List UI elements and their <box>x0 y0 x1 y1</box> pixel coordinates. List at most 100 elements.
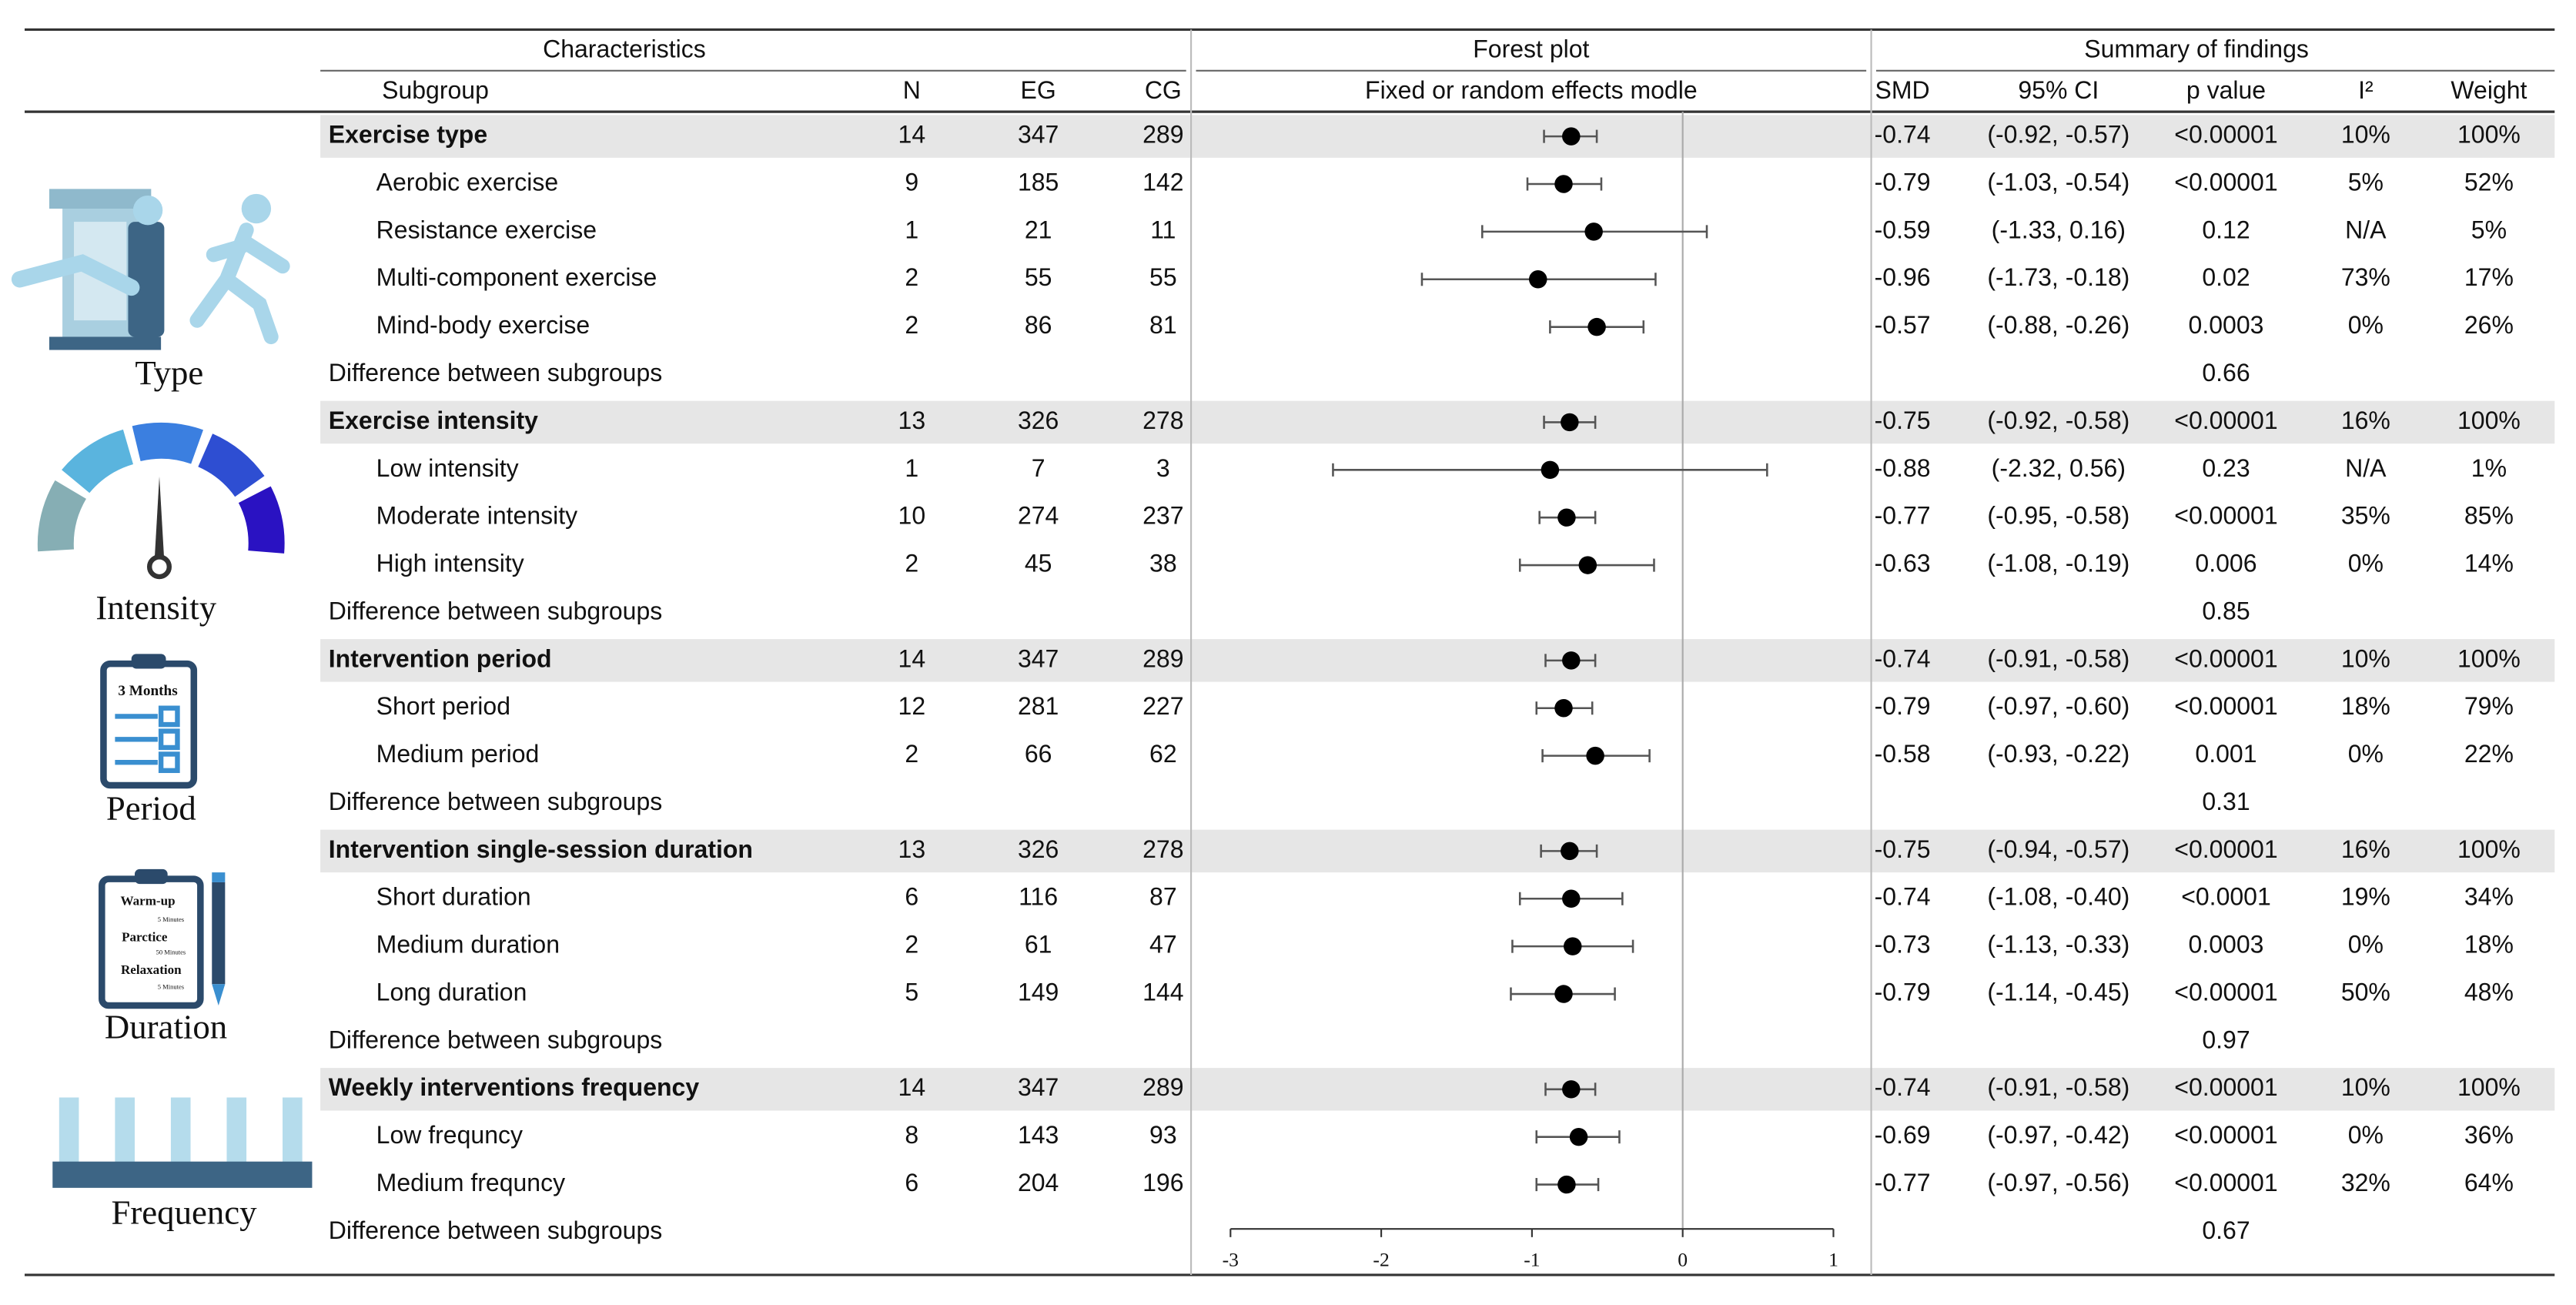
column-header: N <box>903 76 921 104</box>
cell-ci-label: (-0.94, -0.57) <box>1987 835 2129 863</box>
cell-eg: 116 <box>1019 883 1058 911</box>
cell-p: 0.97 <box>2202 1026 2250 1053</box>
cell-p: <0.00001 <box>2174 1169 2277 1196</box>
cell-cg: 278 <box>1142 835 1183 863</box>
cell-smd: -0.75 <box>1875 407 1931 434</box>
cell-smd: -0.74 <box>1875 883 1931 911</box>
cell-i2: 0% <box>2348 311 2384 339</box>
cell-i2: 10% <box>2341 644 2390 672</box>
subgroup-label: Mind-body exercise <box>376 311 590 339</box>
cell-weight: 14% <box>2464 550 2514 577</box>
icon-label: Frequency <box>111 1193 257 1231</box>
cell-smd: -0.74 <box>1875 644 1931 672</box>
x-tick-label: -2 <box>1373 1249 1389 1271</box>
cell-weight: 34% <box>2464 883 2514 911</box>
cell-p: <0.00001 <box>2174 121 2277 149</box>
cell-i2: N/A <box>2345 216 2387 243</box>
subgroup-label: Long duration <box>376 978 527 1006</box>
cell-cg: 144 <box>1142 978 1183 1006</box>
cell-p: 0.0003 <box>2189 311 2264 339</box>
group-band <box>320 1068 2555 1111</box>
cell-n: 6 <box>905 883 918 911</box>
cell-i2: 0% <box>2348 550 2384 577</box>
cell-i2: 0% <box>2348 1121 2384 1149</box>
cell-cg: 62 <box>1149 740 1177 768</box>
cell-smd: -0.77 <box>1875 502 1931 530</box>
cell-ci-label: (-0.95, -0.58) <box>1987 502 2129 530</box>
cell-p: 0.0003 <box>2189 931 2264 959</box>
column-header: Fixed or random effects modle <box>1365 76 1698 104</box>
cell-ci-label: (-1.08, -0.19) <box>1987 550 2129 577</box>
column-header: Subgroup <box>382 76 489 104</box>
group-header: Characteristics <box>543 35 706 63</box>
cell-eg: 326 <box>1018 407 1059 434</box>
subgroup-label: Moderate intensity <box>376 502 577 530</box>
icons: Type Intensity 3 Months Period <box>11 189 313 1231</box>
cell-p: 0.67 <box>2202 1216 2250 1244</box>
icon-text: 5 Minutes <box>158 915 184 923</box>
cell-ci-label: (-0.92, -0.58) <box>1987 407 2129 434</box>
cell-cg: 278 <box>1142 407 1183 434</box>
cell-cg: 47 <box>1149 931 1177 959</box>
cell-ci-label: (-0.88, -0.26) <box>1987 311 2129 339</box>
cell-cg: 289 <box>1142 644 1183 672</box>
cell-n: 13 <box>898 835 926 863</box>
cell-n: 2 <box>905 263 918 291</box>
cell-i2: 35% <box>2341 502 2390 530</box>
group-label: Exercise intensity <box>329 407 538 434</box>
cell-eg: 326 <box>1018 835 1059 863</box>
cell-cg: 142 <box>1142 168 1183 196</box>
cell-eg: 149 <box>1018 978 1059 1006</box>
cell-smd: -0.79 <box>1875 692 1931 720</box>
group-header: Summary of findings <box>2084 35 2309 63</box>
cell-p: 0.31 <box>2202 788 2250 815</box>
cell-eg: 66 <box>1025 740 1052 768</box>
icon-text: Parctice <box>122 929 168 944</box>
cell-n: 1 <box>905 216 918 243</box>
subgroup-label: Resistance exercise <box>376 216 597 243</box>
icon-text: 50 Minutes <box>156 949 186 956</box>
cell-smd: -0.77 <box>1875 1169 1931 1196</box>
column-header: I² <box>2358 76 2374 104</box>
cell-eg: 347 <box>1018 121 1059 149</box>
subgroup-label: Aerobic exercise <box>376 168 559 196</box>
point-estimate <box>1562 1080 1581 1099</box>
icon-text: Warm-up <box>120 893 175 908</box>
cell-i2: 19% <box>2341 883 2390 911</box>
subgroup-label: Difference between subgroups <box>329 359 662 386</box>
point-estimate <box>1562 651 1581 670</box>
x-tick-label: -1 <box>1524 1249 1540 1271</box>
cell-smd: -0.74 <box>1875 121 1931 149</box>
cell-cg: 3 <box>1156 454 1170 482</box>
point-estimate <box>1561 842 1579 861</box>
cell-p: <0.00001 <box>2174 1121 2277 1149</box>
cell-n: 12 <box>898 692 926 720</box>
point-estimate <box>1557 1175 1576 1194</box>
subgroup-label: Multi-component exercise <box>376 263 657 291</box>
subgroup-label: Difference between subgroups <box>329 788 662 815</box>
cell-weight: 52% <box>2464 168 2514 196</box>
cell-n: 2 <box>905 311 918 339</box>
cell-smd: -0.74 <box>1875 1073 1931 1101</box>
cell-i2: 0% <box>2348 740 2384 768</box>
group-label: Weekly interventions frequency <box>329 1073 700 1101</box>
cell-i2: 50% <box>2341 978 2390 1006</box>
cell-weight: 100% <box>2457 407 2521 434</box>
subgroup-label: Medium period <box>376 740 540 768</box>
point-estimate <box>1557 508 1576 527</box>
cell-cg: 227 <box>1142 692 1183 720</box>
subgroup-label: Medium frequncy <box>376 1169 565 1196</box>
cell-cg: 93 <box>1149 1121 1177 1149</box>
subgroup-label: Medium duration <box>376 931 560 959</box>
x-tick-label: 1 <box>1828 1249 1838 1271</box>
cell-weight: 100% <box>2457 121 2521 149</box>
cell-i2: 73% <box>2341 263 2390 291</box>
cell-n: 9 <box>905 168 918 196</box>
cell-i2: 5% <box>2348 168 2384 196</box>
cell-p: 0.006 <box>2195 550 2257 577</box>
cell-smd: -0.79 <box>1875 978 1931 1006</box>
point-estimate <box>1554 698 1573 718</box>
cell-i2: 0% <box>2348 931 2384 959</box>
cell-eg: 45 <box>1025 550 1052 577</box>
